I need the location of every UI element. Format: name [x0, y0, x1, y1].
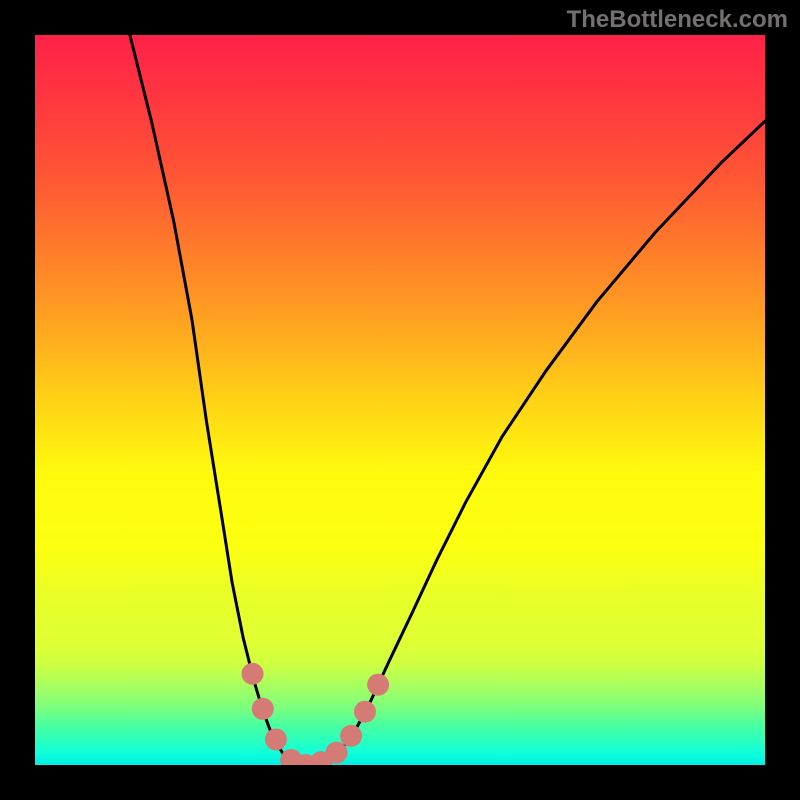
canvas: TheBottleneck.com	[0, 0, 800, 800]
watermark-text: TheBottleneck.com	[567, 6, 788, 34]
highlight-marker	[325, 742, 347, 764]
highlight-marker	[252, 698, 274, 720]
gradient-background	[35, 35, 765, 765]
highlight-marker	[340, 725, 362, 747]
plot-svg	[35, 35, 765, 765]
plot-area	[35, 35, 765, 765]
highlight-marker	[354, 701, 376, 723]
highlight-marker	[265, 728, 287, 750]
highlight-marker	[242, 663, 264, 685]
highlight-marker	[367, 674, 389, 696]
